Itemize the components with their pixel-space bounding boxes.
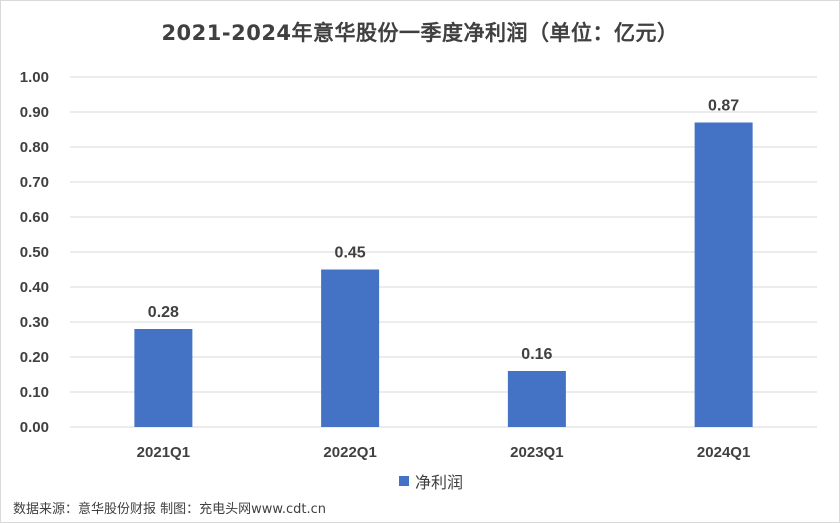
data-label-2022Q1: 0.45: [335, 245, 366, 262]
gridlines: [70, 76, 817, 428]
bars: [134, 122, 753, 427]
y-tick-label: 0.00: [20, 419, 49, 436]
bar-2021Q1: [134, 329, 193, 427]
y-tick-label: 0.40: [20, 279, 49, 296]
x-tick-label-2024Q1: 2024Q1: [697, 444, 750, 461]
y-tick-label: 0.20: [20, 349, 49, 366]
y-tick-label: 0.60: [20, 209, 49, 226]
legend: 净利润: [399, 471, 464, 492]
y-tick-label: 0.50: [20, 244, 49, 261]
x-axis-categories: 2021Q1 2022Q1 2023Q1 2024Q1: [137, 444, 751, 461]
legend-swatch: [399, 476, 409, 486]
data-label-2023Q1: 0.16: [521, 346, 552, 363]
y-tick-label: 0.30: [20, 314, 49, 331]
chart-title: 2021-2024年意华股份一季度净利润（单位：亿元）: [161, 21, 679, 45]
bar-2022Q1: [321, 269, 380, 427]
legend-label: 净利润: [415, 473, 464, 492]
data-label-2021Q1: 0.28: [148, 304, 179, 321]
y-tick-label: 0.70: [20, 174, 49, 191]
y-tick-label: 0.80: [20, 139, 49, 156]
source-note: 数据来源：意华股份财报 制图：充电头网www.cdt.cn: [13, 502, 326, 517]
y-tick-label: 1.00: [20, 69, 49, 86]
bar-2024Q1: [694, 122, 753, 427]
x-tick-label-2022Q1: 2022Q1: [323, 444, 376, 461]
bar-2023Q1: [507, 371, 566, 427]
y-tick-label: 0.10: [20, 384, 49, 401]
y-tick-label: 0.90: [20, 104, 49, 121]
data-label-2024Q1: 0.87: [708, 98, 739, 115]
x-tick-label-2021Q1: 2021Q1: [137, 444, 190, 461]
x-tick-label-2023Q1: 2023Q1: [510, 444, 563, 461]
y-axis-ticks: 0.00 0.10 0.20 0.30 0.40 0.50 0.60 0.70 0.80 0.90…: [20, 69, 49, 436]
data-labels: 0.28 0.45 0.16 0.87: [148, 98, 739, 364]
